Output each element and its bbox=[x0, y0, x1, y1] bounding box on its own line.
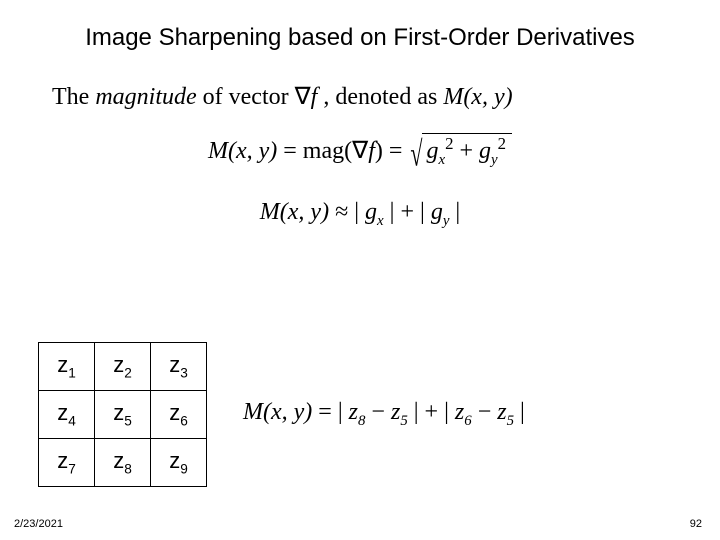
eq1-sub-y: y bbox=[491, 152, 498, 168]
cell-z4: z4 bbox=[39, 391, 95, 439]
intro-m: M bbox=[443, 84, 463, 110]
cell-z5: z5 bbox=[95, 391, 151, 439]
eq3-minus2: − bbox=[472, 399, 498, 425]
eq3-z1: z bbox=[349, 399, 358, 425]
eq1-mag: mag bbox=[303, 138, 344, 164]
table-row: z7 z8 z9 bbox=[39, 439, 207, 487]
z-sub: 3 bbox=[180, 366, 188, 381]
z-sub: 8 bbox=[124, 462, 132, 477]
lower-row: z1 z2 z3 z4 z5 z6 z7 z8 z9 M(x, y) = | z… bbox=[38, 342, 525, 487]
z-label: z bbox=[57, 448, 68, 473]
z-sub: 4 bbox=[68, 414, 76, 429]
eq3-mid: | + | bbox=[408, 399, 455, 425]
footer-date: 2/23/2021 bbox=[14, 518, 63, 530]
eq1-gx: g bbox=[426, 138, 438, 164]
cell-z7: z7 bbox=[39, 439, 95, 487]
cell-z2: z2 bbox=[95, 343, 151, 391]
intro-mid: of vector bbox=[197, 84, 295, 110]
intro-nabla: ∇ bbox=[295, 84, 311, 110]
eq2-gx: g bbox=[365, 199, 377, 225]
slide: Image Sharpening based on First-Order De… bbox=[0, 0, 720, 540]
eq1-args: (x, y) bbox=[228, 138, 277, 164]
eq2-gy: g bbox=[431, 199, 443, 225]
eq3-end: | bbox=[514, 399, 525, 425]
z-label: z bbox=[113, 448, 124, 473]
eq1-eq2: = bbox=[383, 138, 409, 164]
z-sub: 2 bbox=[124, 366, 132, 381]
z-sub: 7 bbox=[68, 462, 76, 477]
z-label: z bbox=[113, 400, 124, 425]
intro-magnitude: magnitude bbox=[95, 84, 196, 110]
z-label: z bbox=[57, 400, 68, 425]
z-label: z bbox=[169, 352, 180, 377]
z-sub: 1 bbox=[68, 366, 76, 381]
eq2-end: | bbox=[449, 199, 460, 225]
eq3-minus1: − bbox=[365, 399, 391, 425]
eq1-m: M bbox=[208, 138, 228, 164]
z-label: z bbox=[169, 400, 180, 425]
eq3-s5b: 5 bbox=[507, 413, 514, 429]
table-row: z1 z2 z3 bbox=[39, 343, 207, 391]
eq3-z2: z bbox=[391, 399, 400, 425]
eq3-z3: z bbox=[455, 399, 464, 425]
eq1-nabla: ∇ bbox=[352, 138, 368, 164]
eq1-gy: g bbox=[479, 138, 491, 164]
eq1-f: f bbox=[368, 138, 375, 164]
intro-text: The magnitude of vector ∇f , denoted as … bbox=[52, 82, 684, 111]
eq3-s6: 6 bbox=[464, 413, 471, 429]
eq1-sqrt: √gx2 + gy2 bbox=[408, 133, 512, 169]
equation-z: M(x, y) = | z8 − z5 | + | z6 − z5 | bbox=[243, 399, 525, 430]
z-sub: 6 bbox=[180, 414, 188, 429]
intro-pre: The bbox=[52, 84, 95, 110]
z-sub: 5 bbox=[124, 414, 132, 429]
z-sub: 9 bbox=[180, 462, 188, 477]
cell-z8: z8 bbox=[95, 439, 151, 487]
slide-title: Image Sharpening based on First-Order De… bbox=[36, 24, 684, 52]
sqrt-body: gx2 + gy2 bbox=[422, 133, 512, 169]
footer-page-number: 92 bbox=[690, 518, 702, 530]
intro-args: (x, y) bbox=[463, 84, 512, 110]
eq3-args: (x, y) bbox=[263, 399, 312, 425]
eq1-sq2: 2 bbox=[498, 134, 506, 153]
table-row: z4 z5 z6 bbox=[39, 391, 207, 439]
eq1-eq1: = bbox=[277, 138, 303, 164]
eq2-sub-x: x bbox=[377, 213, 384, 229]
eq3-eq: = | bbox=[312, 399, 348, 425]
eq2-m: M bbox=[260, 199, 280, 225]
cell-z6: z6 bbox=[151, 391, 207, 439]
eq3-s5a: 5 bbox=[400, 413, 407, 429]
cell-z9: z9 bbox=[151, 439, 207, 487]
sqrt-symbol: √ bbox=[410, 133, 422, 175]
equation-magnitude: M(x, y) = mag(∇f) = √gx2 + gy2 bbox=[36, 133, 684, 169]
z-label: z bbox=[113, 352, 124, 377]
z-label: z bbox=[169, 448, 180, 473]
eq2-mid: | + | bbox=[384, 199, 431, 225]
cell-z1: z1 bbox=[39, 343, 95, 391]
eq3-m: M bbox=[243, 399, 263, 425]
z-label: z bbox=[57, 352, 68, 377]
eq1-paren: ) bbox=[375, 138, 383, 164]
eq2-args: (x, y) bbox=[280, 199, 329, 225]
equation-approx: M(x, y) ≈ | gx | + | gy | bbox=[36, 199, 684, 230]
cell-z3: z3 bbox=[151, 343, 207, 391]
eq1-plus: + bbox=[453, 138, 479, 164]
eq3-z4: z bbox=[497, 399, 506, 425]
eq1-sub-x: x bbox=[438, 152, 445, 168]
intro-post1: , denoted as bbox=[317, 84, 443, 110]
eq2-approx: ≈ | bbox=[329, 199, 365, 225]
z-kernel-table: z1 z2 z3 z4 z5 z6 z7 z8 z9 bbox=[38, 342, 207, 487]
